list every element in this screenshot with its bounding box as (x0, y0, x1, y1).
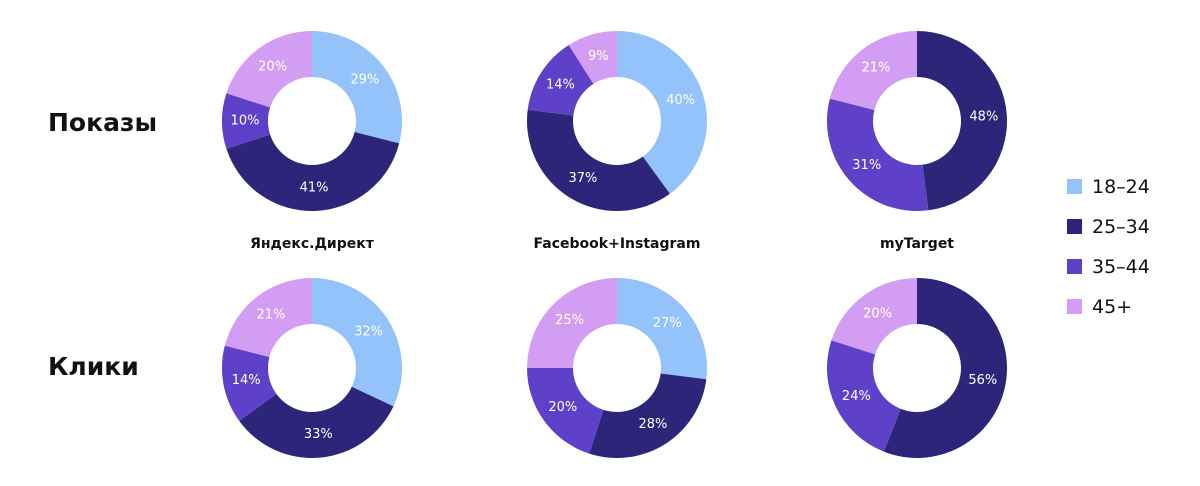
slice-35-44 (827, 340, 901, 452)
legend-swatch-35-44 (1067, 259, 1082, 274)
legend-label-45-plus: 45+ (1092, 295, 1133, 318)
slice-label-25-34: 28% (638, 417, 667, 432)
slice-label-45-plus: 20% (863, 306, 892, 321)
slice-35-44 (222, 345, 277, 421)
slice-25-34 (239, 386, 394, 458)
slice-35-44 (221, 93, 271, 149)
slice-label-35-44: 10% (231, 114, 260, 129)
slice-25-34 (589, 373, 707, 458)
legend-label-25-34: 25–34 (1092, 215, 1150, 238)
slice-label-18-24: 40% (666, 93, 695, 108)
legend-swatch-45-plus (1067, 299, 1082, 314)
row-label-impressions: Показы (48, 108, 158, 137)
donut-clicks-1: 32% 33% 14% 21% (222, 278, 402, 458)
legend-swatch-18-24 (1067, 179, 1082, 194)
legend-item-25-34: 25–34 (1067, 215, 1150, 238)
slice-label-25-34: 37% (568, 171, 597, 186)
platform-label-mytarget: myTarget (879, 236, 955, 252)
slice-label-45-plus: 21% (861, 61, 890, 76)
slice-45-plus (831, 278, 917, 355)
donut-clicks-3: 0%56%24%20% (827, 278, 1008, 459)
slice-18-24 (617, 31, 708, 194)
slice-label-35-44: 31% (852, 158, 881, 173)
legend-item-35-44: 35–44 (1067, 255, 1150, 278)
donut-impressions-3: 0%48%31%21% (827, 31, 1008, 211)
slice-35-44 (527, 45, 594, 116)
legend-item-45-plus: 45+ (1067, 295, 1150, 318)
donut-impressions-1: 29% 41% 10% 20% (221, 31, 402, 211)
legend: 18–24 25–34 35–44 45+ (1067, 176, 1150, 336)
legend-item-18-24: 18–24 (1067, 175, 1150, 198)
slice-label-35-44: 14% (546, 78, 575, 93)
row-label-clicks: Клики (48, 352, 139, 381)
slice-35-44 (827, 98, 929, 211)
slice-label-45-plus: 9% (588, 49, 609, 64)
platform-label-yandex-direct: Яндекс.Директ (250, 236, 374, 252)
slice-25-34 (226, 131, 400, 211)
slice-45-plus (226, 31, 312, 108)
slice-45-plus (568, 31, 617, 84)
slice-label-18-24: 32% (354, 325, 383, 340)
slice-25-34 (917, 31, 1008, 211)
slice-25-34 (526, 109, 670, 212)
slice-18-24 (617, 278, 708, 380)
slice-25-34 (883, 278, 1008, 459)
slice-label-25-34: 56% (968, 373, 997, 388)
slice-label-35-44: 14% (232, 373, 261, 388)
slice-label-45-plus: 21% (256, 308, 285, 323)
slice-label-45-plus: 25% (555, 313, 584, 328)
slice-label-45-plus: 20% (258, 59, 287, 74)
donut-impressions-2: 40% 37% 14% 9% (526, 31, 708, 212)
slice-35-44 (527, 368, 604, 454)
slice-label-25-34: 48% (969, 109, 998, 124)
slice-label-18-24: 29% (350, 72, 379, 87)
slice-label-35-44: 20% (548, 400, 577, 415)
slice-label-25-34: 33% (304, 427, 333, 442)
legend-label-18-24: 18–24 (1092, 175, 1150, 198)
slice-label-18-24: 27% (653, 316, 682, 331)
legend-label-35-44: 35–44 (1092, 255, 1150, 278)
donut-clicks-2: 27% 28% 20% 25% (527, 278, 708, 458)
platform-label-facebook-instagram: Facebook+Instagram (533, 236, 701, 252)
slice-45-plus (829, 31, 917, 111)
slice-45-plus (224, 278, 312, 358)
slice-45-plus (527, 278, 617, 368)
slice-label-35-44: 24% (842, 389, 871, 404)
slice-18-24 (312, 31, 402, 144)
slice-label-25-34: 41% (300, 180, 329, 195)
slice-18-24 (312, 278, 402, 407)
legend-swatch-25-34 (1067, 219, 1082, 234)
